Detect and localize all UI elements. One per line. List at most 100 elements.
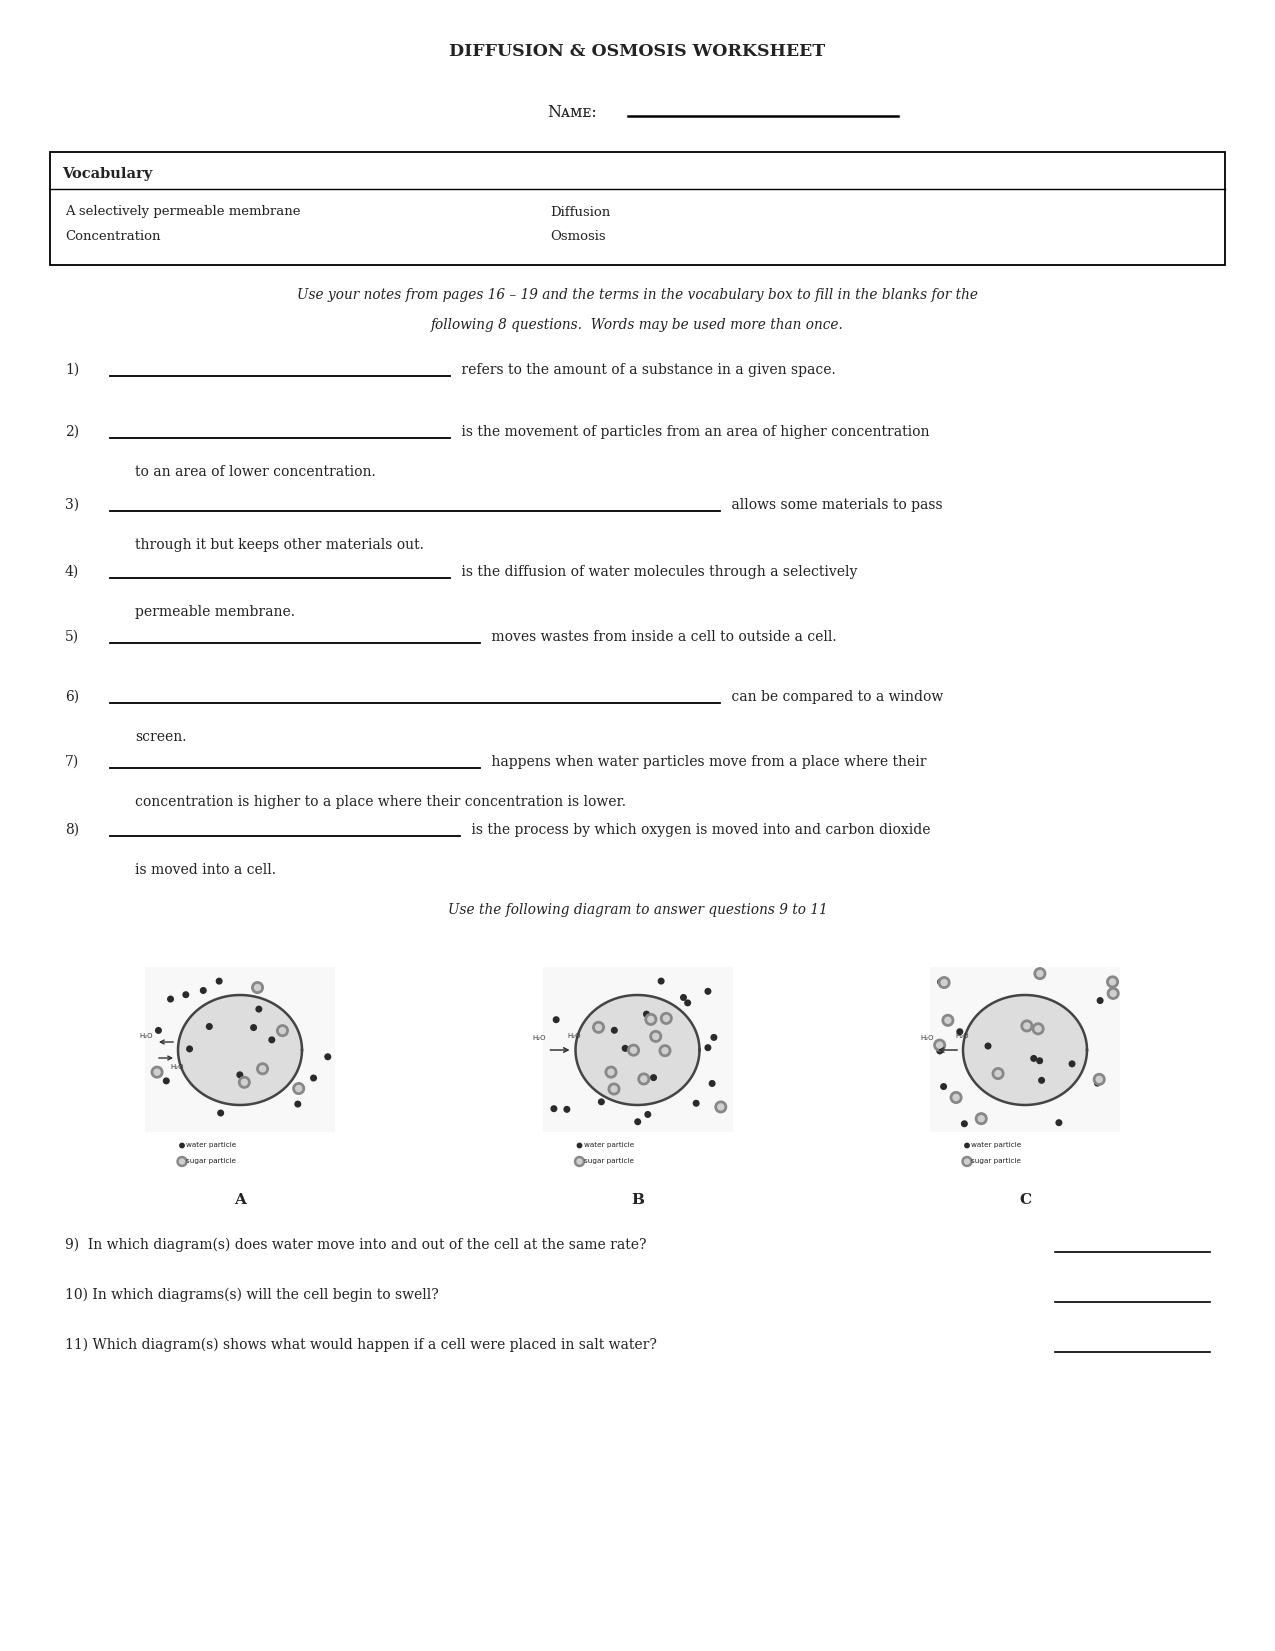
Circle shape	[644, 1012, 649, 1017]
Circle shape	[964, 1159, 969, 1164]
Circle shape	[606, 1067, 617, 1078]
Bar	[50, 152, 1225, 266]
Circle shape	[653, 1034, 659, 1040]
Circle shape	[718, 1105, 724, 1109]
Polygon shape	[963, 996, 1088, 1105]
Text: Diffusion: Diffusion	[550, 205, 611, 218]
Text: H₂O: H₂O	[955, 1034, 969, 1038]
Circle shape	[1108, 987, 1119, 999]
Circle shape	[1039, 1078, 1044, 1083]
Circle shape	[251, 1025, 256, 1030]
Circle shape	[1098, 997, 1103, 1004]
Circle shape	[256, 1063, 268, 1075]
Circle shape	[595, 1024, 602, 1030]
Circle shape	[218, 1109, 223, 1116]
Circle shape	[564, 1106, 570, 1113]
Circle shape	[180, 1159, 185, 1164]
Text: 9)  In which diagram(s) does water move into and out of the cell at the same rat: 9) In which diagram(s) does water move i…	[65, 1238, 646, 1251]
Circle shape	[593, 1022, 604, 1034]
Text: is moved into a cell.: is moved into a cell.	[135, 863, 275, 877]
Circle shape	[709, 1081, 715, 1086]
Text: sugar particle: sugar particle	[584, 1159, 634, 1164]
Text: H₂O: H₂O	[921, 1035, 933, 1042]
Circle shape	[986, 1043, 991, 1048]
Circle shape	[992, 1068, 1003, 1080]
Circle shape	[663, 1015, 669, 1022]
Circle shape	[325, 1053, 330, 1060]
Circle shape	[631, 1047, 636, 1053]
Circle shape	[608, 1083, 620, 1095]
Polygon shape	[179, 996, 302, 1105]
Text: H₂O: H₂O	[533, 1035, 546, 1042]
Text: 3): 3)	[65, 499, 79, 512]
Bar	[542, 967, 733, 1133]
Circle shape	[277, 1025, 288, 1037]
Circle shape	[163, 1078, 170, 1083]
Circle shape	[608, 1070, 615, 1075]
Text: 4): 4)	[65, 565, 79, 580]
Circle shape	[1033, 1024, 1044, 1035]
Text: permeable membrane.: permeable membrane.	[135, 604, 295, 619]
Text: water particle: water particle	[584, 1142, 634, 1149]
Circle shape	[1070, 1062, 1075, 1067]
Circle shape	[598, 1100, 604, 1105]
Text: 6): 6)	[65, 690, 79, 703]
Text: to an area of lower concentration.: to an area of lower concentration.	[135, 466, 376, 479]
Text: sugar particle: sugar particle	[972, 1159, 1021, 1164]
Circle shape	[269, 1037, 274, 1043]
Circle shape	[154, 1070, 161, 1075]
Text: happens when water particles move from a place where their: happens when water particles move from a…	[487, 755, 927, 769]
Text: through it but keeps other materials out.: through it but keeps other materials out…	[135, 538, 423, 551]
Circle shape	[622, 1045, 629, 1052]
Circle shape	[705, 989, 710, 994]
Circle shape	[180, 1142, 184, 1147]
Circle shape	[965, 1142, 969, 1147]
Text: following 8 questions.  Words may be used more than once.: following 8 questions. Words may be used…	[431, 319, 844, 332]
Circle shape	[200, 987, 207, 994]
Circle shape	[238, 1076, 250, 1088]
Text: moves wastes from inside a cell to outside a cell.: moves wastes from inside a cell to outsi…	[487, 631, 836, 644]
Circle shape	[645, 1111, 650, 1118]
Circle shape	[168, 996, 173, 1002]
Text: concentration is higher to a place where their concentration is lower.: concentration is higher to a place where…	[135, 796, 626, 809]
Circle shape	[186, 1047, 193, 1052]
Circle shape	[311, 1075, 316, 1081]
Circle shape	[650, 1030, 662, 1042]
Circle shape	[933, 1038, 946, 1052]
Circle shape	[705, 1045, 710, 1050]
Text: 7): 7)	[65, 755, 79, 769]
Circle shape	[1031, 1055, 1037, 1062]
Text: water particle: water particle	[972, 1142, 1021, 1149]
Circle shape	[1096, 1076, 1102, 1083]
Circle shape	[260, 1067, 265, 1071]
Circle shape	[578, 1142, 581, 1147]
Circle shape	[251, 982, 264, 994]
Circle shape	[1107, 976, 1118, 987]
Text: is the process by which oxygen is moved into and carbon dioxide: is the process by which oxygen is moved …	[467, 822, 931, 837]
Circle shape	[296, 1086, 302, 1091]
Circle shape	[994, 1070, 1001, 1076]
Circle shape	[715, 1101, 727, 1113]
Circle shape	[1095, 1080, 1100, 1086]
Circle shape	[1037, 971, 1043, 977]
Text: 1): 1)	[65, 363, 79, 376]
Text: is the movement of particles from an area of higher concentration: is the movement of particles from an are…	[456, 424, 929, 439]
Bar	[145, 967, 335, 1133]
Circle shape	[295, 1101, 301, 1106]
Circle shape	[942, 1014, 954, 1027]
Circle shape	[551, 1106, 557, 1111]
Text: can be compared to a window: can be compared to a window	[727, 690, 944, 703]
Text: 11) Which diagram(s) shows what would happen if a cell were placed in salt water: 11) Which diagram(s) shows what would ha…	[65, 1337, 657, 1352]
Text: DIFFUSION & OSMOSIS WORKSHEET: DIFFUSION & OSMOSIS WORKSHEET	[449, 43, 826, 61]
Circle shape	[217, 979, 222, 984]
Text: B: B	[631, 1194, 644, 1207]
Circle shape	[658, 979, 664, 984]
Circle shape	[937, 1048, 942, 1053]
Text: refers to the amount of a substance in a given space.: refers to the amount of a substance in a…	[456, 363, 835, 376]
Text: H₂O: H₂O	[171, 1063, 184, 1070]
Text: Nᴀᴍᴇ:: Nᴀᴍᴇ:	[547, 104, 597, 122]
Text: Use the following diagram to answer questions 9 to 11: Use the following diagram to answer ques…	[448, 903, 827, 916]
Circle shape	[950, 1091, 961, 1103]
Circle shape	[937, 979, 944, 984]
Circle shape	[553, 1017, 558, 1022]
